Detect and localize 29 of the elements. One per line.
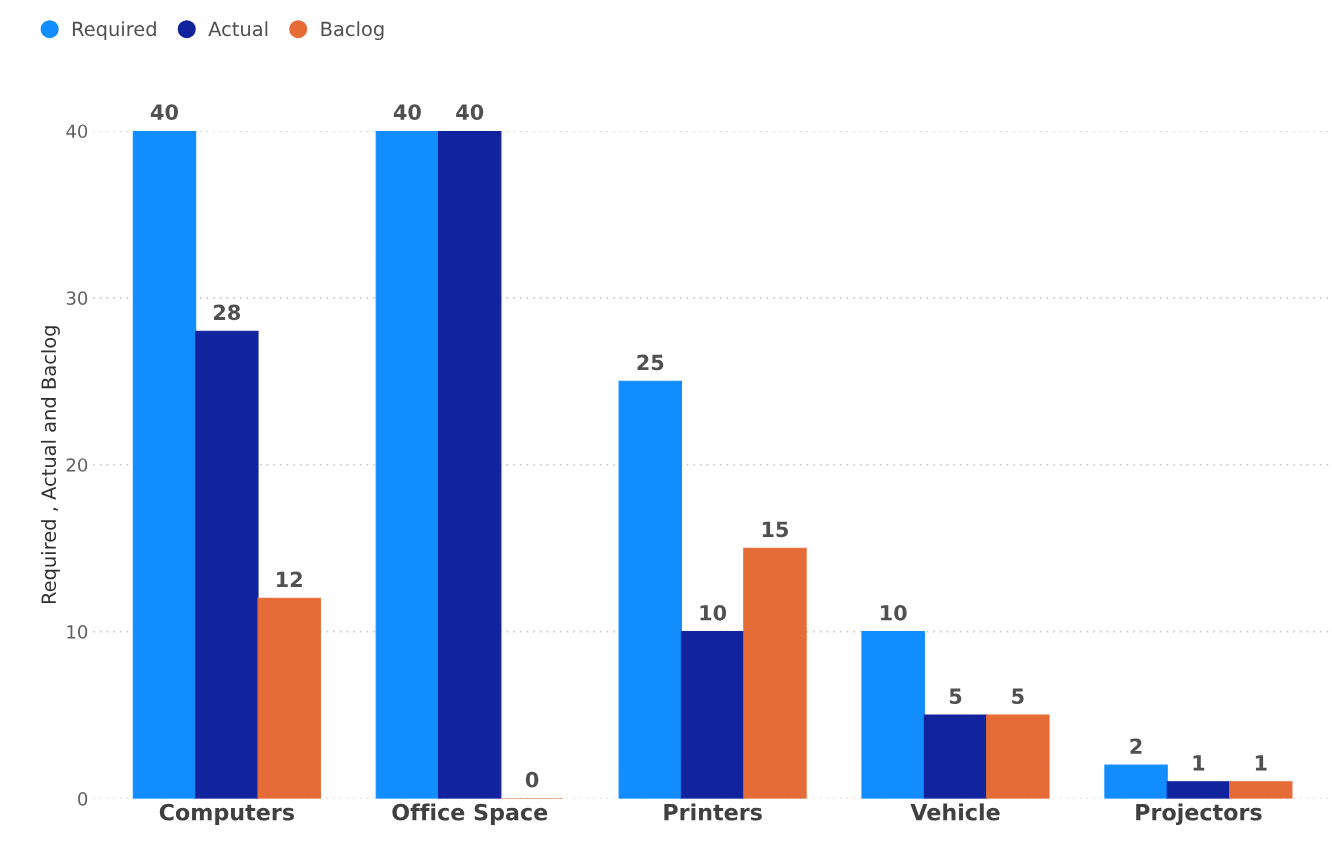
x-tick-label: Projectors [1136, 803, 1262, 826]
data-label: 25 [637, 354, 664, 371]
y-tick-label: 30 [66, 291, 88, 305]
x-tick-label: Office Space [392, 803, 548, 825]
data-label: 12 [277, 571, 302, 587]
data-label: 2 [1130, 738, 1142, 754]
y-tick-label: 40 [66, 124, 88, 139]
legend-label: Actual [208, 21, 268, 37]
data-label: 5 [949, 688, 962, 705]
x-tick-label: Vehicle [910, 803, 1000, 821]
data-label: 40 [456, 104, 484, 120]
data-label: 10 [700, 604, 727, 621]
y-tick-label: 20 [66, 458, 88, 472]
x-tick-label: Printers [664, 803, 762, 821]
data-label: 40 [150, 104, 178, 120]
data-label: 0 [525, 771, 539, 788]
data-label: 15 [762, 521, 788, 538]
legend-label: Required [72, 21, 156, 41]
y-axis-title: Required , Actual and Baclog [41, 326, 60, 604]
data-label: 40 [393, 104, 421, 120]
data-label: 10 [881, 604, 907, 621]
data-label: 5 [1012, 688, 1024, 705]
y-tick-label: 10 [67, 625, 88, 639]
data-label: 1 [1193, 755, 1205, 771]
data-label: 1 [1255, 755, 1267, 771]
data-label: 28 [213, 304, 241, 321]
legend-label: Baclog [321, 21, 384, 41]
x-tick-label: Computers [159, 803, 294, 825]
y-tick-label: 0 [78, 791, 88, 806]
